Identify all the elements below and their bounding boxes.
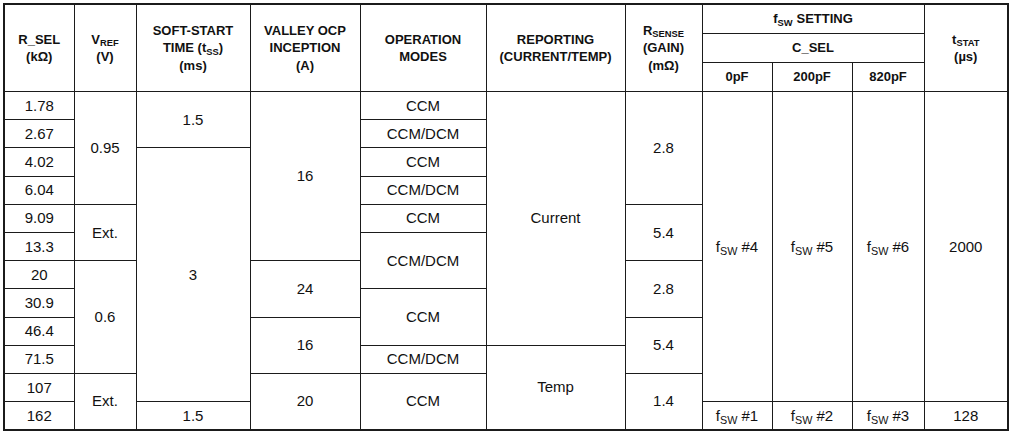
header-t-stat: tSTAT (µs): [924, 4, 1008, 92]
header-soft-start-unit: (ms): [139, 57, 248, 75]
header-r-sel: R_SEL (kΩ): [4, 4, 74, 92]
cell-r-sel: 2.67: [4, 120, 74, 148]
header-c-sel: C_SEL: [702, 33, 924, 62]
header-valley-ocp-line2: INCEPTION: [253, 39, 358, 57]
tss-subscript: SS: [206, 47, 218, 57]
cell-operation-mode: CCM/DCM: [360, 233, 486, 289]
header-r-sense-name: RSENSE: [628, 22, 700, 40]
header-operation-modes: OPERATION MODES: [360, 4, 486, 92]
fsw-subscript: SW: [720, 245, 737, 257]
header-soft-start: SOFT-START TIME (tSS) (ms): [136, 4, 250, 92]
cell-r-sense: 2.8: [625, 92, 702, 205]
cell-valley-ocp: 24: [250, 261, 360, 317]
cell-operation-mode: CCM/DCM: [360, 176, 486, 204]
cell-fsw-0pf: fSW#1: [702, 402, 772, 430]
cell-v-ref: 0.6: [74, 261, 136, 374]
cell-reporting: Temp: [486, 345, 625, 430]
cell-soft-start: 1.5: [136, 402, 250, 430]
cell-fsw-200pf: fSW#2: [772, 402, 852, 430]
fsw-subscript: SW: [777, 18, 792, 28]
cell-soft-start: 1.5: [136, 92, 250, 148]
cell-soft-start: 3: [136, 148, 250, 402]
header-soft-start-line1: SOFT-START: [139, 22, 248, 40]
header-r-sel-unit: (kΩ): [7, 48, 72, 66]
cell-valley-ocp: 16: [250, 317, 360, 373]
cell-operation-mode: CCM: [360, 373, 486, 430]
header-c-sel-820pf: 820pF: [852, 62, 924, 91]
cell-r-sense: 5.4: [625, 204, 702, 260]
header-valley-ocp-line1: VALLEY OCP: [253, 22, 358, 40]
header-operation-modes-line1: OPERATION: [363, 31, 484, 49]
fsw-subscript: SW: [871, 245, 888, 257]
cell-v-ref: Ext.: [74, 373, 136, 430]
header-v-ref-unit: (V): [77, 48, 134, 66]
cell-r-sel: 9.09: [4, 204, 74, 232]
v-ref-subscript: REF: [100, 38, 119, 48]
header-c-sel-200pf: 200pF: [772, 62, 852, 91]
cell-r-sel: 46.4: [4, 317, 74, 345]
header-operation-modes-line2: MODES: [363, 48, 484, 66]
cell-r-sel: 107: [4, 373, 74, 401]
cell-reporting: Current: [486, 92, 625, 346]
cell-r-sense: 1.4: [625, 373, 702, 430]
cell-fsw-0pf: fSW#4: [702, 92, 772, 402]
cell-operation-mode: CCM: [360, 92, 486, 120]
cell-r-sel: 13.3: [4, 233, 74, 261]
t-stat-subscript: STAT: [956, 38, 979, 48]
cell-operation-mode: CCM: [360, 204, 486, 232]
header-r-sel-name: R_SEL: [7, 31, 72, 49]
cell-fsw-820pf: fSW#3: [852, 402, 924, 430]
cell-r-sel: 6.04: [4, 176, 74, 204]
header-v-ref: VREF (V): [74, 4, 136, 92]
header-valley-ocp: VALLEY OCP INCEPTION (A): [250, 4, 360, 92]
cell-r-sel: 4.02: [4, 148, 74, 176]
header-reporting-line2: (CURRENT/TEMP): [489, 48, 623, 66]
header-r-sense: RSENSE (GAIN) (mΩ): [625, 4, 702, 92]
cell-t-stat: 128: [924, 402, 1008, 430]
header-c-sel-0pf: 0pF: [702, 62, 772, 91]
cell-valley-ocp: 20: [250, 373, 360, 430]
header-v-ref-name: VREF: [77, 31, 134, 49]
header-r-sense-gain: (GAIN): [628, 39, 700, 57]
cell-operation-mode: CCM: [360, 148, 486, 176]
cell-operation-mode: CCM/DCM: [360, 345, 486, 373]
cell-v-ref: Ext.: [74, 204, 136, 260]
cell-v-ref: 0.95: [74, 92, 136, 205]
cell-r-sense: 2.8: [625, 261, 702, 317]
fsw-subscript: SW: [795, 414, 812, 426]
cell-r-sense: 5.4: [625, 317, 702, 373]
cell-r-sel: 71.5: [4, 345, 74, 373]
cell-r-sel: 1.78: [4, 92, 74, 120]
cell-operation-mode: CCM/DCM: [360, 120, 486, 148]
header-r-sense-unit: (mΩ): [628, 57, 700, 75]
r-sense-subscript: SENSE: [652, 29, 684, 39]
configuration-table: R_SEL (kΩ) VREF (V) SOFT-START TIME (tSS…: [3, 3, 1009, 431]
datasheet-config-table-page: R_SEL (kΩ) VREF (V) SOFT-START TIME (tSS…: [0, 0, 1010, 434]
cell-r-sel: 30.9: [4, 289, 74, 317]
header-fsw-setting: fSWSETTING: [702, 4, 924, 33]
cell-fsw-200pf: fSW#5: [772, 92, 852, 402]
cell-valley-ocp: 16: [250, 92, 360, 261]
cell-t-stat: 2000: [924, 92, 1008, 402]
fsw-subscript: SW: [720, 414, 737, 426]
cell-r-sel: 20: [4, 261, 74, 289]
header-reporting: REPORTING (CURRENT/TEMP): [486, 4, 625, 92]
header-valley-ocp-unit: (A): [253, 57, 358, 75]
cell-operation-mode: CCM: [360, 289, 486, 345]
cell-fsw-820pf: fSW#6: [852, 92, 924, 402]
header-t-stat-unit: (µs): [927, 48, 1006, 66]
cell-r-sel: 162: [4, 402, 74, 430]
fsw-subscript: SW: [795, 245, 812, 257]
header-reporting-line1: REPORTING: [489, 31, 623, 49]
header-soft-start-line2: TIME (tSS): [139, 39, 248, 57]
header-t-stat-name: tSTAT: [927, 31, 1006, 49]
fsw-subscript: SW: [871, 414, 888, 426]
table-row: 1.78 0.95 1.5 16 CCM Current 2.8 fSW#4 f…: [4, 92, 1008, 120]
